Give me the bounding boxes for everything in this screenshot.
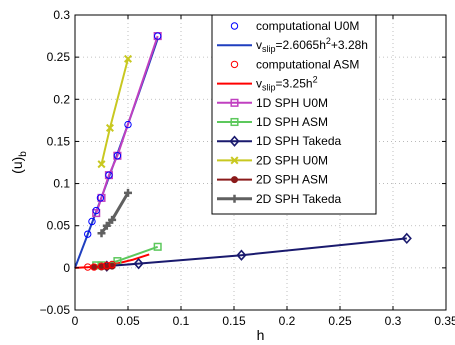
data-point	[153, 242, 162, 251]
ticks: 0 0.05 0.1 0.15 0.2 0.25 0.3 0.35−0.0500.050.10…	[40, 8, 455, 328]
y-tick-label: 0.15	[47, 134, 71, 148]
legend-swatch-marker	[230, 22, 239, 30]
data-point	[123, 54, 133, 63]
x-tick-label: 0.1	[173, 314, 190, 328]
legend-label: vslip=3.25h2	[256, 75, 318, 93]
x-tick-label: 0.15	[222, 314, 246, 328]
y-tick-label: 0.1	[53, 177, 70, 191]
legend-swatch-marker	[229, 135, 240, 147]
data-point	[108, 215, 117, 224]
legend-box	[211, 14, 377, 215]
data-point	[401, 232, 412, 245]
x-tick-label: 0.35	[434, 314, 455, 328]
series-line	[106, 237, 407, 268]
y-tick-label: 0.25	[47, 50, 71, 64]
y-axis-title: (u)b	[9, 151, 29, 174]
data-point	[92, 206, 100, 215]
data-point	[88, 217, 96, 226]
data-point	[105, 171, 113, 179]
series-layer	[74, 32, 412, 272]
data-point	[103, 261, 111, 270]
x-tick-label: 0.25	[328, 314, 352, 328]
legend-label: 1D SPH ASM	[256, 115, 328, 129]
legend-item: 1D SPH Takeda	[217, 134, 341, 148]
series-line	[100, 58, 129, 165]
legend-swatch-marker	[230, 117, 239, 127]
legend-item: vslip=2.6065h2+3.28h	[217, 36, 368, 54]
legend-swatch-marker	[230, 60, 239, 69]
data-point	[236, 249, 247, 261]
data-point	[124, 188, 132, 197]
legend-swatch-marker	[230, 156, 239, 165]
series-v-slip-3-25h-2	[74, 253, 150, 269]
legend-label: 1D SPH U0M	[256, 96, 328, 110]
legend: computational U0M vslip=2.6065h2+3.28h com…	[211, 14, 377, 215]
y-tick-label: 0.2	[53, 92, 70, 106]
legend-label: 2D SPH U0M	[256, 153, 328, 167]
data-point	[96, 194, 105, 202]
legend-item: vslip=3.25h2	[217, 75, 318, 93]
legend-item: 2D SPH U0M	[217, 153, 328, 167]
legend-swatch-marker	[231, 176, 238, 184]
legend-swatch-marker	[230, 194, 239, 203]
legend-item: 2D SPH ASM	[217, 173, 328, 187]
y-tick-label: 0.3	[53, 8, 70, 22]
data-point	[97, 262, 106, 270]
data-point	[113, 152, 122, 160]
x-tick-label: 0.05	[116, 314, 140, 328]
x-axis-title: h	[257, 327, 265, 343]
legend-item: 1D SPH U0M	[217, 96, 328, 110]
series-2d-sph-u0m	[97, 54, 133, 169]
legend-item: computational U0M	[230, 19, 359, 33]
y-tick-label: −0.05	[40, 303, 71, 317]
data-point	[90, 263, 98, 271]
data-point	[153, 32, 162, 40]
legend-item: 2D SPH Takeda	[217, 192, 341, 206]
legend-label: computational U0M	[256, 19, 359, 33]
legend-label: 2D SPH ASM	[256, 173, 328, 187]
series-computational-u0m	[84, 32, 162, 238]
x-tick-label: 0.3	[385, 314, 402, 328]
x-tick-label: 0	[72, 314, 79, 328]
series-computational-asm	[84, 260, 116, 271]
data-point	[92, 209, 101, 218]
data-point	[84, 230, 92, 238]
legend-label: 1D SPH Takeda	[256, 134, 341, 148]
data-point	[108, 260, 116, 269]
legend-item: 1D SPH ASM	[217, 115, 328, 129]
legend-label: computational ASM	[256, 57, 359, 71]
legend-swatch-marker	[230, 98, 239, 107]
data-point	[97, 160, 106, 169]
y-axis-title-text: (u)	[9, 157, 25, 174]
y-tick-label: 0.05	[47, 219, 71, 233]
series-line	[74, 253, 150, 269]
series-1d-sph-takeda	[101, 232, 412, 272]
legend-label: vslip=2.6065h2+3.28h	[256, 36, 368, 54]
data-point	[105, 123, 114, 132]
legend-item: computational ASM	[230, 57, 359, 71]
series-2d-sph-takeda	[97, 188, 132, 238]
series-line	[100, 192, 130, 235]
y-tick-label: 0	[63, 261, 70, 275]
y-axis-title-subscript: b	[18, 151, 29, 157]
legend-label: 2D SPH Takeda	[256, 192, 341, 206]
data-point	[124, 120, 132, 129]
series-line	[95, 35, 159, 214]
data-point	[102, 221, 111, 230]
data-point	[97, 229, 106, 238]
x-tick-label: 0.2	[279, 314, 296, 328]
data-point	[133, 257, 144, 270]
